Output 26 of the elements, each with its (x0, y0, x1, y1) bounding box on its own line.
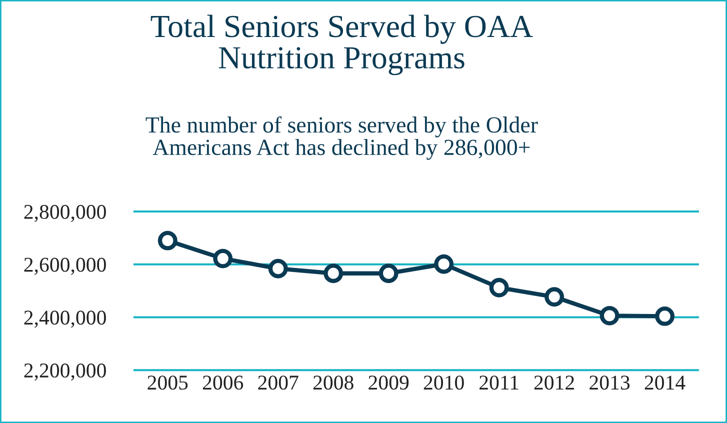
point (544, 287, 564, 307)
x-tick-label: 2009 (368, 376, 409, 390)
x-tick-label: 2006 (202, 376, 244, 390)
point (655, 306, 674, 326)
x-tick-label: 2005 (148, 376, 188, 390)
x-tick-label: 2012 (534, 376, 574, 390)
x-tick-label: 2014 (644, 376, 686, 390)
x-tick-label: 2007 (258, 376, 298, 390)
point (434, 254, 454, 274)
chart-title: Total Seniors Served by OAA Nutrition Programs (150, 14, 533, 76)
x-tick-label: 2013 (590, 376, 630, 390)
y-tick-label: 2,400,000 (24, 310, 106, 328)
y-tick-label: 2,600,000 (24, 258, 106, 275)
x-tick-label: 2008 (313, 376, 354, 390)
y-tick-label: 2,800,000 (24, 204, 106, 222)
point (213, 248, 233, 268)
x-tick-label: 2010 (424, 376, 464, 390)
point (378, 264, 398, 284)
chart-subtitle: The number of seniors served by the Older Americans Act has declined by 286,000+ (146, 116, 538, 160)
point (600, 306, 620, 326)
point (324, 264, 344, 284)
point (268, 258, 288, 278)
point (158, 230, 178, 250)
y-tick-label: 2,200,000 (24, 364, 106, 381)
x-tick-label: 2011 (480, 376, 518, 390)
point (489, 278, 509, 298)
